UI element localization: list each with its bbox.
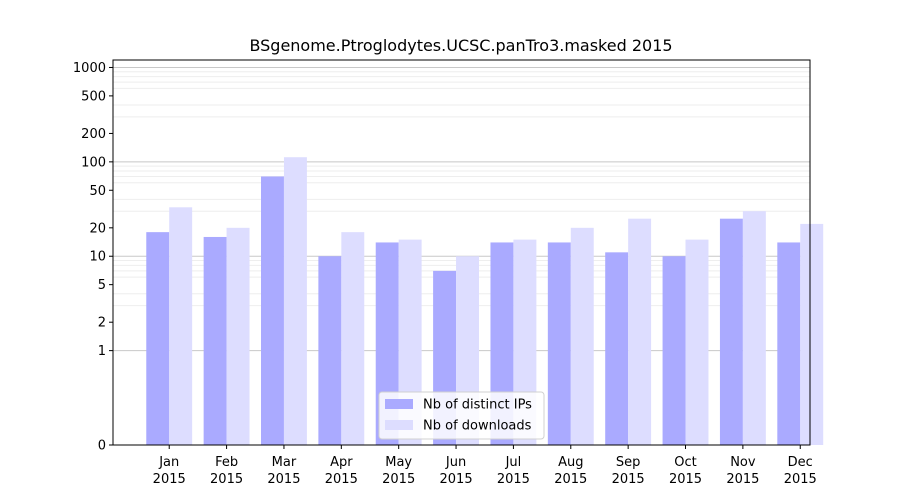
y-tick-label: 0 (98, 439, 106, 454)
bar-downloads (226, 227, 250, 445)
y-tick-label: 500 (81, 89, 106, 104)
bar-distinct-ips (777, 242, 801, 445)
x-tick-label-year: 2015 (612, 472, 645, 487)
x-tick-label-year: 2015 (726, 472, 759, 487)
x-tick-label-year: 2015 (153, 472, 186, 487)
bar-downloads (742, 211, 766, 445)
x-tick-label-month: Mar (272, 455, 297, 470)
bar-downloads (283, 157, 307, 446)
x-tick-label-month: Aug (558, 455, 583, 470)
x-tick-label-year: 2015 (554, 472, 587, 487)
legend-label: Nb of downloads (423, 419, 532, 434)
y-tick-label: 1 (98, 344, 106, 359)
x-tick-label-month: Feb (215, 455, 238, 470)
x-tick-label-month: May (385, 455, 412, 470)
legend: Nb of distinct IPs Nb of downloads (378, 391, 545, 440)
legend-swatch (385, 399, 413, 409)
bar-downloads (800, 223, 824, 445)
bar-downloads (341, 232, 365, 445)
bar-distinct-ips (146, 232, 170, 445)
x-tick-label-month: Apr (330, 455, 353, 470)
bar-distinct-ips (261, 176, 284, 445)
y-tick-label: 5 (98, 278, 106, 293)
x-tick-label-year: 2015 (669, 472, 702, 487)
x-tick-label-month: Jan (158, 455, 179, 470)
bar-downloads (169, 207, 193, 445)
y-tick-label: 2 (98, 316, 106, 331)
bar-downloads (570, 227, 594, 445)
bar-distinct-ips (203, 236, 227, 445)
x-tick-label-year: 2015 (784, 472, 817, 487)
x-tick-label-year: 2015 (440, 472, 473, 487)
bar-distinct-ips (547, 242, 571, 445)
x-tick-label-year: 2015 (210, 472, 243, 487)
x-tick-label-year: 2015 (267, 472, 300, 487)
x-tick-label-month: Jun (445, 455, 466, 470)
y-tick-label: 200 (81, 127, 106, 142)
x-tick-label-month: Jul (505, 455, 522, 470)
bar-downloads (628, 218, 652, 445)
x-tick-label-year: 2015 (325, 472, 358, 487)
y-tick-label: 100 (81, 155, 106, 170)
x-axis: Jan 2015 Feb 2015 Mar 2015 Apr 2015 May 2015 Jun 20… (153, 445, 817, 487)
bar-distinct-ips (719, 218, 743, 445)
x-tick-label-month: Sep (616, 455, 641, 470)
x-tick-label-month: Oct (674, 455, 696, 470)
x-tick-label-month: Nov (730, 455, 756, 470)
y-tick-label: 20 (89, 221, 106, 236)
y-axis: 0 1 2 5 10 20 50 100 200 500 1000 (73, 61, 113, 454)
y-tick-label: 50 (89, 184, 106, 199)
legend-label: Nb of distinct IPs (423, 398, 532, 413)
bar-distinct-ips (662, 256, 686, 445)
bar-distinct-ips (318, 256, 342, 445)
chart-title: BSgenome.Ptroglodytes.UCSC.panTro3.maske… (249, 36, 672, 55)
bars (146, 157, 824, 446)
x-tick-label-year: 2015 (497, 472, 530, 487)
legend-box (378, 391, 545, 440)
bar-downloads (685, 239, 709, 445)
y-tick-label: 1000 (73, 61, 106, 76)
x-tick-label-year: 2015 (382, 472, 415, 487)
x-tick-label-month: Dec (788, 455, 813, 470)
plot-frame (112, 59, 811, 446)
y-tick-label: 10 (89, 250, 106, 265)
legend-swatch (385, 420, 413, 430)
bar-distinct-ips (605, 252, 629, 445)
